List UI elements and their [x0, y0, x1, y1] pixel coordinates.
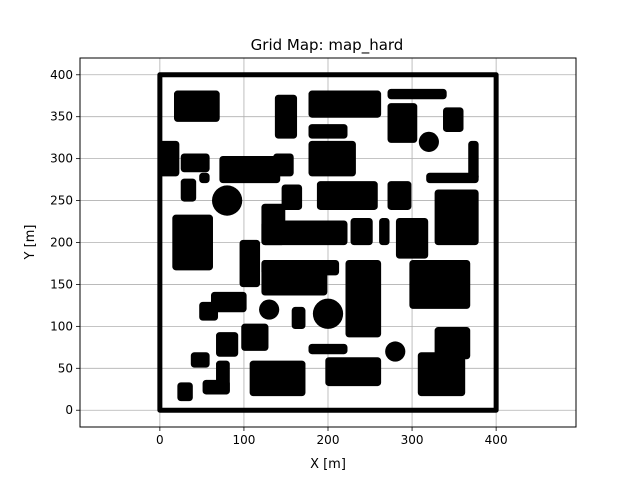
y-tick-label: 350	[50, 110, 73, 124]
obstacle-block	[219, 155, 281, 184]
obstacle-block	[434, 189, 479, 246]
obstacle-block	[308, 90, 382, 118]
obstacle-block	[273, 153, 294, 177]
y-tick-label: 0	[65, 403, 73, 417]
x-tick-label: 300	[401, 433, 424, 447]
y-tick-label: 400	[50, 68, 73, 82]
obstacle-block	[308, 343, 348, 355]
obstacle-markers	[158, 88, 479, 402]
obstacle-block	[180, 178, 197, 202]
obstacle-circle	[211, 185, 243, 216]
y-tick-label: 250	[50, 194, 73, 208]
obstacle-block	[395, 218, 429, 259]
obstacle-circle	[418, 131, 439, 152]
obstacle-block	[417, 352, 466, 397]
y-tick-label: 300	[50, 152, 73, 166]
map-boundary	[157, 72, 499, 413]
obstacle-block	[426, 172, 479, 184]
x-ticks: 0 100 200 300 400	[156, 427, 508, 447]
obstacle-block	[177, 382, 193, 402]
obstacle-block	[325, 357, 382, 387]
obstacle-block	[249, 360, 306, 397]
y-tick-label: 50	[58, 361, 73, 375]
x-axis-label: X [m]	[310, 457, 346, 472]
obstacle-block	[379, 218, 390, 246]
y-axis-label: Y [m]	[23, 225, 38, 261]
x-tick-label: 400	[485, 433, 508, 447]
y-ticks: 0 50 100 150 200 250 300 350 400	[50, 68, 80, 417]
obstacle-circle	[385, 341, 406, 362]
x-tick-label: 200	[317, 433, 340, 447]
obstacle-block	[216, 332, 239, 357]
boundary-wall	[157, 72, 499, 413]
obstacle-block	[308, 124, 348, 139]
obstacle-block	[387, 88, 447, 100]
obstacle-block	[316, 181, 378, 210]
obstacle-block	[241, 323, 269, 351]
y-tick-label: 150	[50, 277, 73, 291]
obstacle-block	[172, 214, 213, 271]
obstacle-block	[261, 259, 328, 296]
obstacle-block	[387, 103, 418, 143]
obstacle-block	[409, 259, 471, 309]
obstacle-block	[281, 184, 303, 210]
obstacle-block	[291, 306, 306, 330]
obstacle-block	[308, 140, 356, 177]
obstacle-block	[345, 259, 382, 338]
chart-title: Grid Map: map_hard	[251, 36, 404, 55]
obstacle-block	[199, 301, 219, 321]
obstacle-block	[199, 172, 210, 184]
obstacle-block	[387, 181, 412, 210]
obstacle-block	[202, 379, 230, 395]
x-tick-label: 0	[156, 433, 164, 447]
obstacle-block	[180, 153, 210, 173]
obstacle-block	[173, 90, 220, 122]
obstacle-block	[274, 94, 298, 139]
obstacle-block	[190, 352, 210, 368]
obstacle-block	[443, 107, 464, 132]
y-tick-label: 200	[50, 236, 73, 250]
obstacle-circle	[259, 299, 280, 320]
obstacle-block	[350, 218, 373, 246]
x-tick-label: 100	[232, 433, 255, 447]
obstacle-block	[239, 239, 261, 288]
obstacle-block	[261, 220, 348, 246]
y-tick-label: 100	[50, 319, 73, 333]
obstacle-circle	[312, 298, 344, 329]
obstacle-block	[158, 140, 180, 177]
